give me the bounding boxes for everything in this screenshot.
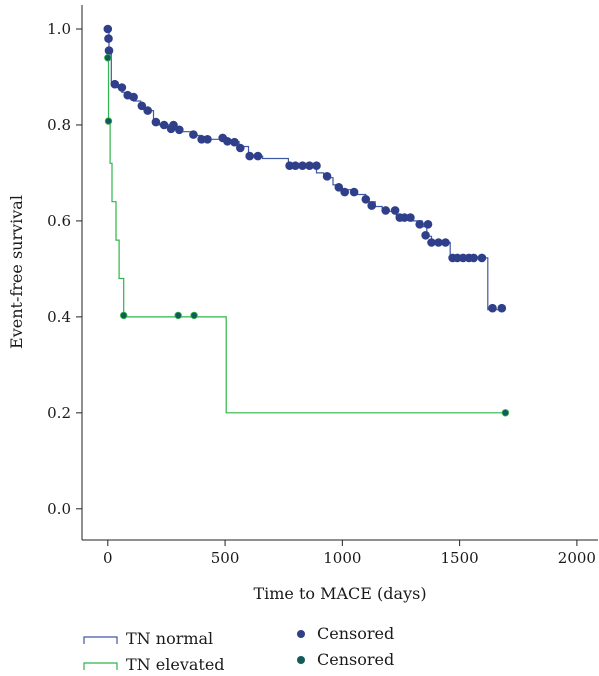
censored-marker (458, 253, 468, 263)
legend-line-tn-elevated (83, 662, 118, 670)
censored-marker (103, 24, 113, 34)
censored-marker (469, 253, 479, 263)
y-tick-label: 0.2 (47, 404, 71, 422)
legend-marker-censored-elevated (297, 656, 305, 664)
censored-marker (421, 231, 430, 240)
censored-marker (305, 161, 314, 170)
censored-marker (349, 187, 359, 197)
censored-marker (236, 143, 245, 153)
series-layer (103, 24, 510, 417)
censored-marker (129, 92, 138, 102)
censored-marker (137, 101, 147, 111)
censored-marker (497, 303, 507, 313)
censored-marker (230, 137, 239, 147)
censored-marker (151, 117, 161, 127)
censored-marker (104, 46, 114, 55)
censored-marker (203, 135, 212, 144)
y-tick-label: 0.0 (47, 500, 71, 518)
censored-marker (322, 172, 332, 181)
censored-marker (441, 238, 450, 247)
censored-marker (119, 311, 128, 320)
censored-marker (253, 151, 263, 161)
y-axis-ticks: 0.0 0.2 0.4 0.6 0.8 1.0 (47, 20, 82, 518)
series-tn-normal (103, 24, 507, 313)
censored-marker (334, 183, 344, 192)
censored-marker (488, 303, 497, 313)
legend: TN normal TN elevated Censored Censored (83, 624, 394, 674)
censored-marker (298, 161, 307, 170)
censored-marker (175, 125, 184, 135)
censored-marker (159, 120, 169, 130)
censored-marker (223, 137, 232, 146)
legend-label-censored-elevated: Censored (317, 650, 394, 669)
censored-marker (340, 187, 350, 197)
y-axis-label: Event-free survival (7, 195, 26, 349)
censored-marker (367, 201, 377, 210)
x-axis-ticks: 0 500 1000 1500 2000 (103, 540, 596, 567)
censored-marker (312, 161, 321, 170)
x-tick-label: 0 (103, 549, 113, 567)
censored-marker (104, 34, 113, 43)
legend-label-tn-normal: TN normal (126, 629, 213, 648)
censored-marker (423, 220, 433, 229)
censored-marker (169, 120, 178, 130)
x-tick-label: 2000 (558, 549, 596, 567)
legend-label-tn-elevated: TN elevated (126, 655, 225, 674)
survival-curve (107, 57, 506, 414)
censored-marker (434, 238, 443, 247)
y-tick-label: 1.0 (47, 20, 71, 38)
censored-marker (197, 135, 206, 144)
y-tick-label: 0.6 (47, 212, 71, 230)
censored-marker (381, 206, 391, 215)
x-tick-label: 1500 (441, 549, 479, 567)
legend-marker-censored-normal (297, 630, 305, 638)
censored-marker (117, 83, 127, 92)
censored-marker (110, 79, 120, 89)
censored-marker (190, 311, 198, 320)
censored-marker (143, 106, 152, 115)
censored-marker (174, 311, 182, 320)
x-tick-label: 1000 (323, 549, 361, 567)
x-axis-label: Time to MACE (days) (253, 584, 426, 603)
y-tick-label: 0.4 (47, 308, 71, 326)
legend-label-censored-normal: Censored (317, 624, 394, 643)
censored-marker (390, 206, 400, 215)
censored-marker (501, 409, 510, 417)
x-tick-label: 500 (211, 549, 240, 567)
censored-marker (291, 161, 300, 170)
legend-line-tn-normal (83, 636, 118, 644)
censored-marker (189, 130, 198, 139)
censored-marker (245, 151, 254, 161)
censored-marker (361, 195, 371, 204)
series-tn-elevated (104, 54, 510, 417)
censored-marker (104, 54, 112, 62)
y-tick-label: 0.8 (47, 116, 71, 134)
censored-marker (415, 220, 425, 229)
censored-marker (400, 213, 409, 222)
censored-marker (104, 117, 113, 125)
survival-curve (107, 28, 505, 311)
censored-marker (477, 253, 487, 263)
censored-marker (427, 238, 436, 247)
censored-marker (406, 213, 415, 222)
